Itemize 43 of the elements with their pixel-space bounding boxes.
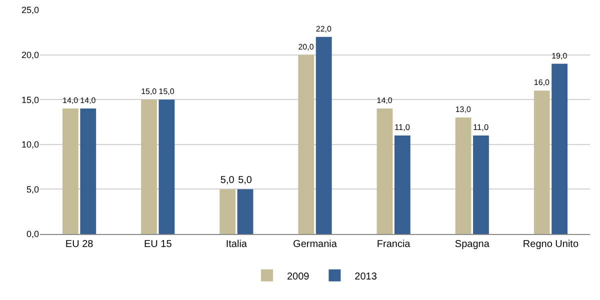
bar xyxy=(141,100,157,234)
data-label: 15,0 xyxy=(141,87,158,96)
y-tick-label: 0,0 xyxy=(26,229,39,240)
y-tick-label: 15,0 xyxy=(21,94,39,105)
bar xyxy=(534,90,550,234)
x-tick-label: EU 15 xyxy=(144,239,172,250)
bar xyxy=(158,100,175,234)
data-label: 14,0 xyxy=(80,96,96,106)
bar xyxy=(376,108,393,234)
y-tick-label: 10,0 xyxy=(21,140,39,150)
x-tick-label: Germania xyxy=(293,239,338,250)
y-tick-label: 25,0 xyxy=(21,5,39,16)
data-label: 19,0 xyxy=(552,51,568,60)
bar xyxy=(80,108,96,234)
bar xyxy=(394,135,410,234)
data-label: 20,0 xyxy=(298,42,314,52)
data-label: 22,0 xyxy=(316,24,332,34)
x-tick-label: Spagna xyxy=(454,239,490,250)
bar xyxy=(62,108,78,234)
data-label: 5,0 xyxy=(238,175,252,186)
bar xyxy=(552,64,568,234)
x-tick-label: Francia xyxy=(376,239,411,250)
y-tick-label: 20,0 xyxy=(21,50,39,60)
legend-label: 2009 xyxy=(287,271,310,282)
legend-label: 2013 xyxy=(354,271,378,282)
x-tick-label: Italia xyxy=(226,239,248,250)
data-label: 11,0 xyxy=(394,122,410,132)
bar xyxy=(473,135,489,234)
bar xyxy=(316,36,332,234)
x-tick-label: Regno Unito xyxy=(522,239,579,250)
data-label: 16,0 xyxy=(534,78,550,88)
data-label: 13,0 xyxy=(455,105,472,114)
bar xyxy=(237,189,254,234)
data-label: 14,0 xyxy=(62,96,79,106)
data-label: 15,0 xyxy=(158,87,175,96)
data-label: 5,0 xyxy=(220,175,235,186)
data-label: 14,0 xyxy=(376,96,393,106)
bar xyxy=(220,189,236,234)
y-tick-label: 5,0 xyxy=(26,184,39,194)
bar xyxy=(455,118,472,234)
data-label: 11,0 xyxy=(473,122,489,132)
bar xyxy=(298,54,314,234)
x-tick-label: EU 28 xyxy=(65,239,94,250)
